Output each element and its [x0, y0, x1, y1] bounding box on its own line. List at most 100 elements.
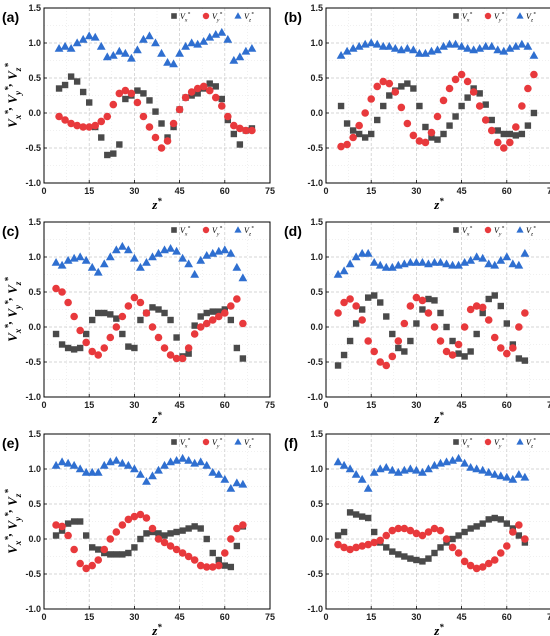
legend-label: Vz* [526, 11, 536, 23]
data-point-vz [108, 51, 118, 59]
data-point-vy [478, 303, 487, 312]
data-point-vx [407, 337, 414, 345]
data-point-vy [172, 545, 181, 554]
data-point-vx [206, 80, 213, 87]
data-point-vz [202, 251, 212, 259]
data-point-vx [64, 520, 72, 527]
chart-panel: 0 15 30 45 60 75 -1.0 -0.5 0.0 0.5 1.0 1.5 (e) z* Vx*,… [0, 429, 275, 636]
data-point-vx [461, 528, 468, 536]
data-point-vx [443, 323, 450, 331]
data-point-vx [386, 92, 393, 99]
data-point-vz [205, 32, 215, 41]
legend-label: Vx* [180, 11, 190, 23]
data-point-vz [120, 48, 130, 57]
x-tick-label: 0 [323, 186, 328, 196]
data-point-vy [148, 524, 157, 533]
data-point-vx [58, 341, 66, 348]
data-point-vx [515, 532, 523, 539]
data-point-vy [227, 302, 235, 310]
data-point-vy [475, 102, 484, 110]
data-point-vx [358, 513, 366, 520]
data-point-vx [131, 344, 138, 352]
data-point-vx [209, 308, 216, 315]
data-point-vz [57, 260, 67, 269]
data-point-vx [446, 122, 453, 129]
data-point-vx [352, 320, 360, 327]
data-point-vx [464, 94, 471, 101]
data-point-vx [125, 549, 132, 557]
data-point-vx [371, 292, 378, 299]
data-point-vz [126, 53, 136, 62]
data-point-vy [397, 103, 406, 112]
y-tick-label: 1.5 [310, 429, 323, 439]
data-point-vy [430, 323, 439, 331]
x-tick-label: 0 [41, 612, 46, 622]
data-point-vz [136, 470, 145, 478]
data-point-vy [91, 121, 100, 130]
data-point-vz [442, 259, 451, 268]
data-point-vy [169, 119, 178, 128]
data-point-vx [361, 134, 369, 141]
data-point-vx [500, 130, 507, 138]
data-point-vz [75, 252, 85, 261]
data-point-vx [125, 343, 132, 350]
data-point-vz [384, 41, 394, 50]
data-point-vz [199, 37, 209, 45]
data-point-vx [404, 80, 411, 87]
y-tick-label: 1.0 [28, 464, 41, 474]
y-tick-label: 0.0 [28, 322, 41, 332]
y-tick-label: 0.0 [310, 534, 323, 544]
data-point-vx [413, 556, 420, 564]
data-point-vz [412, 465, 421, 474]
x-tick-label: 30 [129, 612, 139, 622]
data-point-vz [193, 39, 203, 48]
data-point-vz [190, 269, 200, 278]
data-point-vy [418, 531, 427, 540]
x-tick-label: 60 [502, 612, 512, 622]
data-point-vz [418, 258, 427, 266]
data-point-vx [455, 532, 462, 539]
data-point-vx [337, 102, 345, 110]
data-point-vz [51, 258, 61, 266]
data-point-vz [136, 262, 145, 271]
data-point-vx [530, 109, 538, 117]
data-point-vy [118, 312, 127, 321]
data-point-vx [197, 313, 204, 320]
legend-label: Vx* [180, 225, 190, 237]
data-point-vy [199, 82, 208, 91]
x-tick-label: 45 [457, 400, 467, 410]
data-point-vz [475, 44, 485, 52]
data-point-vz [345, 259, 355, 268]
data-point-vz [366, 38, 376, 47]
data-point-vz [229, 55, 239, 64]
x-tick-label: 60 [502, 400, 512, 410]
data-point-vy [406, 526, 415, 535]
data-point-vz [345, 464, 355, 473]
data-point-vy [448, 351, 457, 359]
data-point-vy [430, 524, 439, 533]
data-point-vy [52, 284, 60, 293]
y-tick-label: 0.5 [28, 73, 41, 83]
panel-label: (d) [284, 223, 302, 239]
data-point-vx [506, 130, 514, 138]
data-point-vy [94, 556, 103, 564]
y-tick-label: -0.5 [307, 357, 323, 367]
data-point-vz [87, 467, 97, 476]
data-point-vz [160, 460, 169, 469]
data-point-vx [374, 116, 381, 124]
data-point-vz [66, 44, 76, 52]
data-point-vz [415, 48, 424, 57]
data-point-vy [178, 354, 187, 363]
y-tick-label: 1.0 [28, 252, 41, 262]
data-point-vz [51, 460, 61, 469]
legend-marker-vx [453, 439, 459, 445]
panel-label: (b) [284, 9, 302, 25]
chart-panel: 0 15 30 45 60 75 -1.0 -0.5 0.0 0.5 1.0 1.5 (c) z* Vx*,… [0, 217, 275, 426]
data-point-vx [455, 350, 462, 357]
data-point-vy [503, 542, 511, 550]
data-point-vy [76, 326, 84, 335]
data-point-vx [52, 330, 60, 338]
x-tick-label: 30 [411, 612, 421, 622]
data-point-vx [380, 102, 387, 110]
